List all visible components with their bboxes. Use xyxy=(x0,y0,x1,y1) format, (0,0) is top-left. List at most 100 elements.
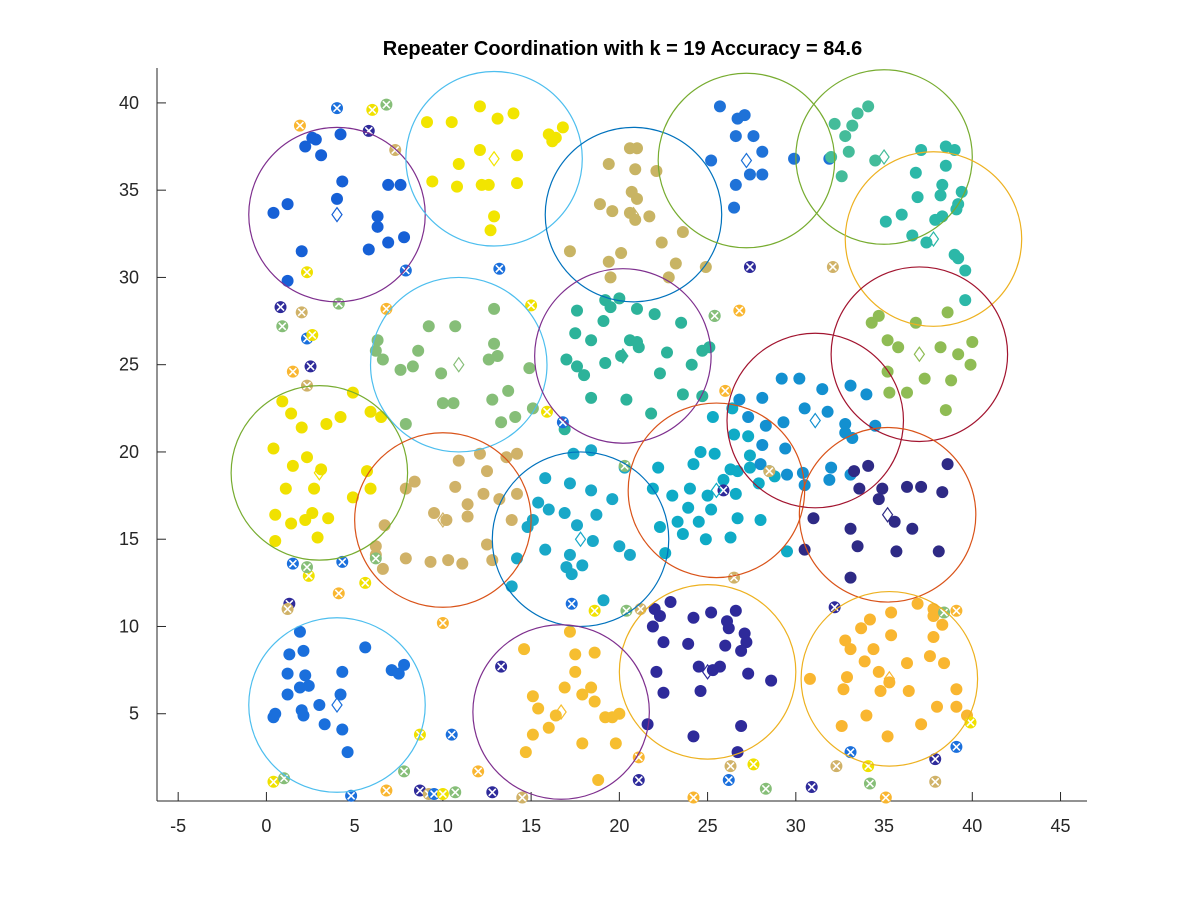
uncovered-point xyxy=(445,728,458,741)
data-point xyxy=(911,597,924,610)
data-point xyxy=(518,643,531,656)
data-point xyxy=(511,552,523,565)
data-point xyxy=(653,520,666,533)
data-point xyxy=(609,737,622,750)
data-point xyxy=(885,606,898,619)
uncovered-point-cross xyxy=(952,606,961,615)
cluster-center-diamond xyxy=(488,150,500,167)
x-tick-label: -5 xyxy=(170,816,186,836)
data-point xyxy=(650,665,663,678)
data-point xyxy=(297,644,310,657)
data-point xyxy=(539,472,552,485)
data-point xyxy=(302,679,315,692)
uncovered-point-cross xyxy=(429,789,439,799)
data-point xyxy=(807,512,820,525)
data-point xyxy=(394,178,407,191)
data-point xyxy=(394,363,407,376)
coverage-circle xyxy=(798,426,977,603)
data-point xyxy=(682,637,695,650)
uncovered-point-cross xyxy=(558,418,567,427)
data-point xyxy=(671,515,684,528)
y-tick-label: 25 xyxy=(119,355,139,375)
data-point xyxy=(705,606,718,619)
x-tick-label: 15 xyxy=(521,816,541,836)
data-point xyxy=(539,543,552,556)
data-point xyxy=(521,520,534,533)
data-point xyxy=(676,388,689,401)
data-point xyxy=(613,540,626,553)
data-point xyxy=(336,723,349,736)
data-point xyxy=(519,746,532,759)
data-point xyxy=(308,482,321,495)
data-point xyxy=(759,419,772,432)
x-tick-label: 40 xyxy=(962,816,982,836)
y-tick-label: 20 xyxy=(119,442,139,462)
data-point xyxy=(692,660,705,673)
data-point xyxy=(477,487,490,500)
data-point xyxy=(320,418,333,431)
uncovered-point xyxy=(516,791,529,804)
data-point xyxy=(844,643,857,656)
data-point xyxy=(902,685,915,698)
data-point xyxy=(724,531,737,544)
uncovered-point-cross xyxy=(474,767,483,776)
data-point xyxy=(705,503,718,516)
uncovered-point-cross xyxy=(297,308,306,317)
uncovered-point-cross xyxy=(371,554,380,563)
uncovered-point-cross xyxy=(288,367,297,376)
cluster-center-diamond xyxy=(878,148,890,166)
data-point xyxy=(341,746,354,759)
uncovered-point xyxy=(293,119,306,132)
data-point xyxy=(604,301,617,314)
uncovered-point xyxy=(274,301,287,314)
uncovered-point xyxy=(687,791,700,804)
data-point xyxy=(676,527,689,540)
data-point xyxy=(571,304,583,317)
data-point xyxy=(692,515,705,528)
uncovered-point-cross xyxy=(765,467,774,476)
data-point xyxy=(855,622,868,635)
coverage-circle xyxy=(472,624,650,800)
data-point xyxy=(641,718,654,731)
uncovered-point xyxy=(805,781,818,794)
data-point xyxy=(756,145,769,158)
data-point xyxy=(362,243,375,256)
data-point xyxy=(844,571,857,584)
uncovered-point-cross xyxy=(622,606,631,615)
data-point xyxy=(879,215,892,228)
uncovered-point-cross xyxy=(761,784,770,793)
uncovered-point-cross xyxy=(276,303,285,312)
uncovered-point xyxy=(844,746,857,759)
data-point xyxy=(844,522,857,535)
data-point xyxy=(281,667,294,680)
data-point xyxy=(408,475,421,488)
data-point xyxy=(563,625,576,638)
data-point xyxy=(846,431,859,444)
uncovered-point-cross xyxy=(710,311,719,320)
data-point xyxy=(821,405,834,418)
coverage-circle xyxy=(830,266,1009,443)
data-point xyxy=(346,491,359,504)
data-point xyxy=(542,721,555,734)
uncovered-point xyxy=(436,788,449,801)
data-point xyxy=(742,411,755,424)
data-point xyxy=(881,730,894,743)
x-tick-label: 10 xyxy=(433,816,453,836)
data-point xyxy=(481,465,493,478)
data-point xyxy=(659,547,672,560)
data-point xyxy=(883,386,896,399)
uncovered-point-cross xyxy=(368,105,377,114)
data-point xyxy=(507,107,520,120)
data-point xyxy=(442,554,455,567)
data-point xyxy=(816,383,829,396)
uncovered-point xyxy=(286,557,299,570)
data-point xyxy=(708,447,721,460)
data-point xyxy=(571,360,583,373)
data-point xyxy=(719,639,732,652)
data-point xyxy=(853,482,866,495)
cluster-center-diamond xyxy=(710,482,723,499)
data-point xyxy=(620,393,633,406)
data-point xyxy=(569,665,582,678)
x-tick-label: 25 xyxy=(698,816,718,836)
data-point xyxy=(299,669,312,682)
